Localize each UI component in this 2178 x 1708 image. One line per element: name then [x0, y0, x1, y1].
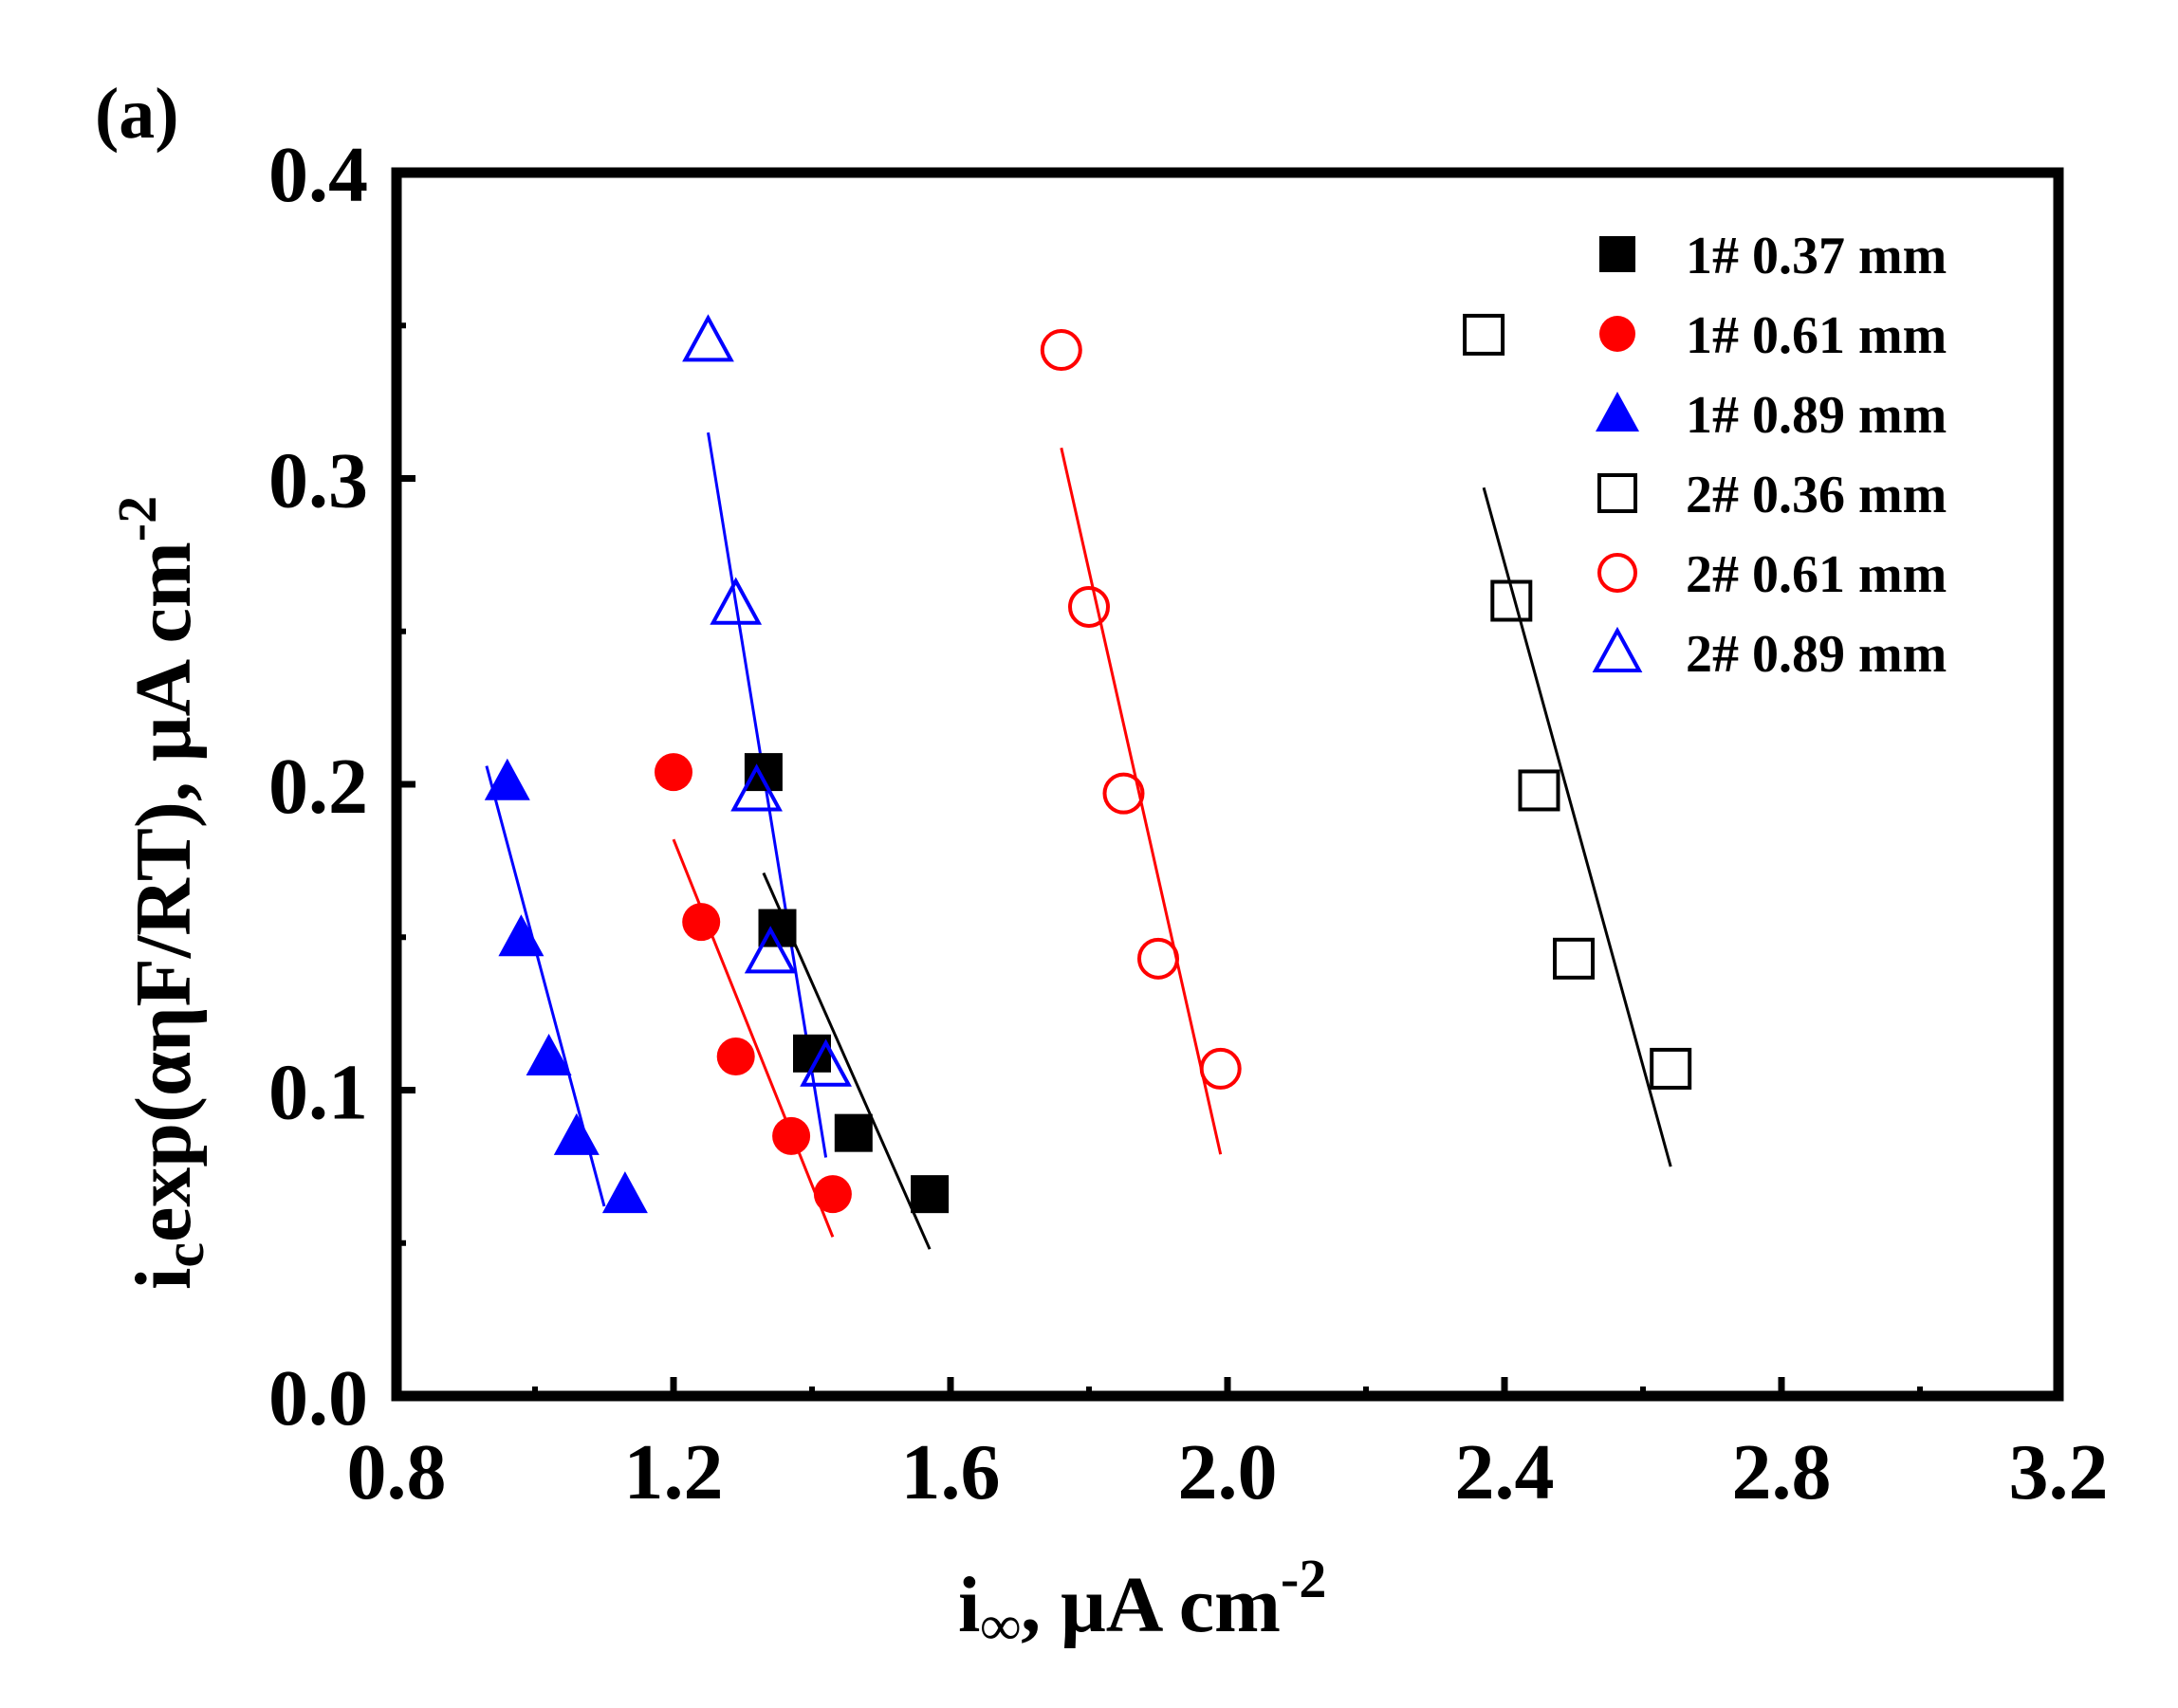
y-tick-label: 0.0	[268, 1354, 368, 1442]
fit-line	[1482, 487, 1672, 1167]
legend-marker	[1599, 236, 1635, 272]
plot-frame	[391, 167, 2064, 1402]
data-point	[1199, 1047, 1242, 1090]
data-point	[1490, 579, 1533, 622]
data-point	[1102, 772, 1145, 815]
legend-label: 1# 0.89 mm	[1686, 386, 1947, 445]
data-point	[526, 1034, 572, 1076]
data-point	[1553, 937, 1595, 980]
legend-marker	[1599, 316, 1635, 352]
legend-label: 2# 0.61 mm	[1686, 545, 1947, 604]
legend-marker	[1597, 553, 1637, 593]
y-tick-label: 0.2	[268, 743, 368, 831]
data-point	[1040, 329, 1082, 372]
y-axis-title-sub: c	[153, 1242, 215, 1268]
data-point	[601, 1171, 648, 1214]
y-axis-title-rest: exp(αηF/RT), μA cm	[120, 542, 208, 1242]
legend-label: 2# 0.89 mm	[1686, 625, 1947, 684]
data-point	[682, 903, 721, 942]
data-point	[682, 314, 734, 362]
x-tick-label: 3.2	[2009, 1428, 2109, 1516]
data-point	[834, 1113, 873, 1152]
data-point	[813, 1175, 852, 1214]
legend-label: 1# 0.61 mm	[1686, 306, 1947, 365]
legend-marker	[1596, 392, 1639, 432]
x-tick-label: 2.8	[1732, 1428, 1832, 1516]
y-tick-label: 0.1	[268, 1049, 368, 1137]
data-point	[716, 1038, 755, 1076]
data-point	[484, 758, 530, 800]
data-point	[498, 914, 544, 957]
y-axis-title-main: i	[120, 1268, 208, 1290]
x-axis-title-sub: ∞	[980, 1594, 1021, 1657]
y-axis-title-sup: -2	[106, 496, 168, 542]
data-point	[1518, 769, 1560, 812]
y-tick-label: 0.3	[268, 437, 368, 525]
legend: 1# 0.37 mm 1# 0.61 mm 1# 0.89 mm 2# 0.36 mm…	[1592, 227, 1947, 684]
data-point	[553, 1112, 600, 1155]
data-point	[1068, 585, 1110, 628]
data-point	[1650, 1047, 1692, 1090]
data-point	[655, 753, 692, 792]
y-axis-title: icexp(αηF/RT), μA cm-2	[106, 496, 215, 1290]
legend-marker	[1592, 626, 1643, 672]
data-point	[772, 1116, 811, 1155]
x-axis-title: i∞, μA cm-2	[958, 1548, 1326, 1657]
data-point	[710, 577, 763, 625]
data-point	[744, 753, 783, 792]
x-tick-label: 0.8	[347, 1428, 447, 1516]
x-axis-title-main: i	[958, 1561, 980, 1649]
x-axis-title-rest: , μA cm	[1021, 1561, 1281, 1649]
legend-label: 2# 0.36 mm	[1686, 466, 1947, 524]
x-tick-label: 1.6	[901, 1428, 1001, 1516]
legend-marker	[1597, 473, 1637, 513]
data-markers	[484, 313, 1692, 1214]
data-point	[1137, 937, 1179, 980]
x-tick-label: 1.2	[624, 1428, 724, 1516]
data-point	[1463, 313, 1505, 356]
y-tick-label: 0.4	[268, 131, 368, 219]
data-point	[911, 1175, 950, 1214]
x-axis-title-sup: -2	[1281, 1548, 1326, 1609]
panel-label: (a)	[95, 74, 179, 154]
x-tick-label: 2.0	[1178, 1428, 1278, 1516]
x-tick-label: 2.4	[1455, 1428, 1555, 1516]
data-point	[744, 926, 797, 974]
axis-labels: 0.8 1.2 1.6 2.0 2.4 2.8 3.2 0.0 0.1 0.2 0.3 0.4	[268, 131, 2109, 1516]
data-point	[730, 763, 783, 812]
data-point	[800, 1038, 852, 1087]
legend-label: 1# 0.37 mm	[1686, 227, 1947, 285]
